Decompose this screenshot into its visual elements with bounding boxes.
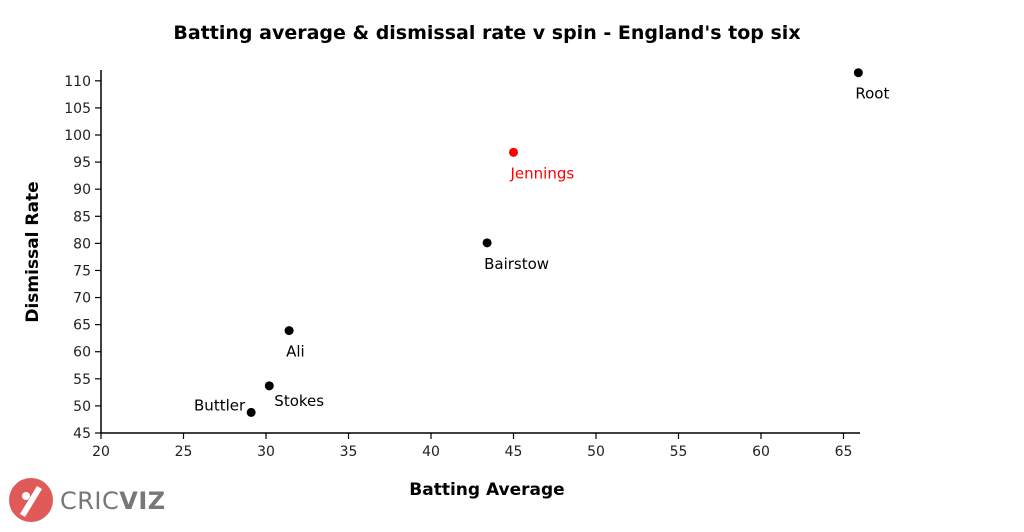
logo-text-viz: VIZ bbox=[119, 487, 165, 515]
y-tick-label: 55 bbox=[73, 372, 91, 388]
point-label-bairstow: Bairstow bbox=[484, 255, 549, 273]
logo-text: CRICVIZ bbox=[60, 487, 166, 515]
x-tick-label: 60 bbox=[752, 444, 770, 460]
data-point-bairstow bbox=[482, 238, 492, 248]
x-tick-label: 30 bbox=[257, 444, 275, 460]
point-label-stokes: Stokes bbox=[274, 392, 324, 410]
y-tick-label: 65 bbox=[73, 318, 91, 334]
y-tick-label: 95 bbox=[73, 155, 91, 171]
x-ticks: 20 25 30 35 40 45 50 55 60 65 bbox=[92, 433, 852, 460]
axes: 20 25 30 35 40 45 50 55 60 65 45 50 55 60 65 70 75 80 85 9… bbox=[64, 70, 860, 460]
y-tick-label: 75 bbox=[73, 263, 91, 279]
logo-text-cric: CRIC bbox=[60, 487, 119, 515]
chart-title: Batting average & dismissal rate v spin … bbox=[173, 22, 800, 44]
y-tick-label: 110 bbox=[64, 74, 91, 90]
y-tick-label: 105 bbox=[64, 101, 91, 117]
logo-bat-icon bbox=[20, 486, 42, 517]
data-point-buttler bbox=[246, 407, 256, 417]
x-tick-label: 50 bbox=[587, 444, 605, 460]
y-tick-label: 45 bbox=[73, 426, 91, 442]
y-axis-title: Dismissal Rate bbox=[23, 181, 43, 322]
x-tick-label: 25 bbox=[175, 444, 193, 460]
y-tick-label: 80 bbox=[73, 236, 91, 252]
data-point-ali bbox=[284, 326, 294, 336]
x-tick-label: 65 bbox=[835, 444, 853, 460]
x-tick-label: 55 bbox=[670, 444, 688, 460]
x-tick-label: 35 bbox=[340, 444, 358, 460]
data-point-stokes bbox=[264, 381, 274, 391]
x-tick-label: 40 bbox=[422, 444, 440, 460]
y-tick-label: 70 bbox=[73, 291, 91, 307]
x-tick-label: 20 bbox=[92, 444, 110, 460]
logo-ball-icon bbox=[22, 492, 30, 500]
y-tick-label: 50 bbox=[73, 399, 91, 415]
point-label-buttler: Buttler bbox=[194, 396, 246, 414]
cricviz-logo: CRICVIZ bbox=[9, 478, 166, 522]
data-point-jennings bbox=[509, 147, 518, 157]
data-points: Root Jennings Bairstow Ali Stokes Buttler bbox=[194, 68, 889, 417]
point-label-ali: Ali bbox=[286, 343, 305, 361]
y-tick-label: 90 bbox=[73, 182, 91, 198]
y-tick-label: 100 bbox=[64, 128, 91, 144]
x-axis-title: Batting Average bbox=[409, 480, 564, 500]
data-point-root bbox=[853, 68, 863, 78]
y-ticks: 45 50 55 60 65 70 75 80 85 90 95 100 105 110 bbox=[64, 74, 101, 442]
point-label-root: Root bbox=[855, 85, 889, 103]
x-tick-label: 45 bbox=[505, 444, 523, 460]
y-tick-label: 85 bbox=[73, 209, 91, 225]
point-label-jennings: Jennings bbox=[510, 164, 575, 182]
y-tick-label: 60 bbox=[73, 345, 91, 361]
